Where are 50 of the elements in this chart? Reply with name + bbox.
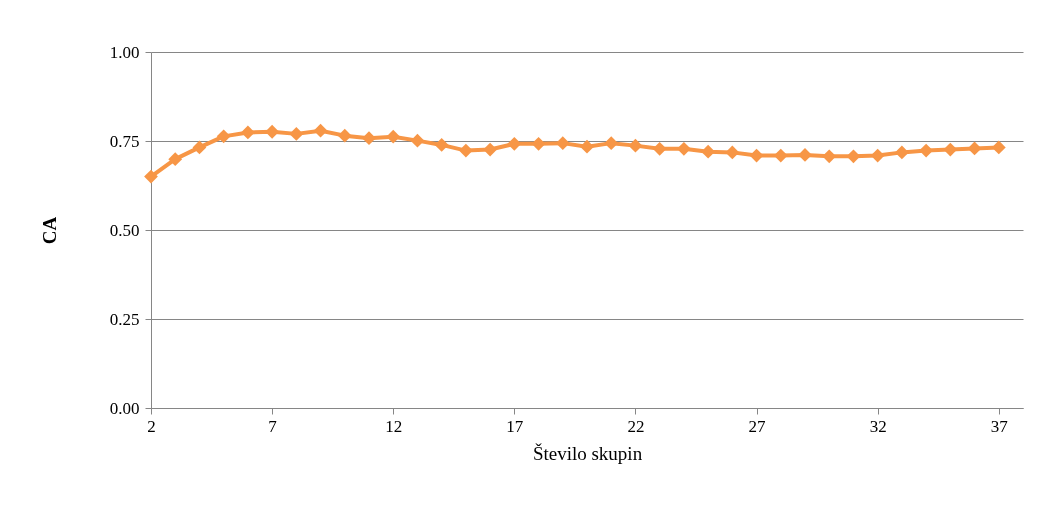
point bbox=[580, 139, 594, 154]
point bbox=[919, 143, 933, 158]
point bbox=[798, 147, 812, 162]
point bbox=[677, 141, 691, 156]
point bbox=[265, 124, 279, 139]
point bbox=[749, 148, 764, 163]
point bbox=[895, 145, 909, 160]
point bbox=[991, 140, 1006, 155]
y-tick-label: 1.00 bbox=[109, 42, 140, 62]
point bbox=[507, 136, 522, 151]
x-tick-label: 17 bbox=[506, 416, 524, 436]
x-tick-label: 22 bbox=[627, 416, 645, 436]
y-tick-label: 0.50 bbox=[109, 220, 140, 240]
point bbox=[289, 126, 304, 141]
point bbox=[144, 169, 158, 184]
y-tick-label: 0.25 bbox=[109, 309, 140, 329]
point bbox=[604, 136, 619, 151]
point bbox=[313, 123, 328, 138]
x-tick-label: 37 bbox=[990, 416, 1009, 436]
point bbox=[410, 133, 425, 148]
point bbox=[168, 152, 183, 167]
point bbox=[822, 149, 837, 164]
point bbox=[362, 131, 376, 146]
point bbox=[555, 136, 570, 151]
point bbox=[483, 142, 497, 157]
point bbox=[701, 144, 715, 159]
x-axis-title: Število skupin bbox=[532, 442, 643, 464]
x-tick-label: 32 bbox=[869, 416, 887, 436]
point bbox=[725, 145, 740, 160]
point bbox=[943, 142, 958, 157]
point bbox=[241, 125, 255, 140]
point bbox=[459, 143, 473, 158]
point bbox=[870, 148, 885, 163]
point bbox=[531, 136, 546, 151]
y-axis-title: CA bbox=[38, 216, 60, 245]
point bbox=[337, 128, 352, 143]
point bbox=[192, 140, 207, 155]
point bbox=[773, 148, 788, 163]
point bbox=[652, 141, 667, 156]
point bbox=[846, 149, 861, 164]
y-tick-label: 0.00 bbox=[109, 398, 140, 418]
x-tick-label: 2 bbox=[147, 416, 156, 436]
x-tick-label: 27 bbox=[748, 416, 767, 436]
point bbox=[628, 138, 643, 153]
y-tick-label: 0.75 bbox=[109, 131, 140, 151]
point bbox=[386, 129, 401, 144]
point bbox=[434, 138, 449, 152]
point bbox=[216, 129, 231, 144]
x-tick-label: 7 bbox=[268, 416, 278, 436]
x-tick-label: 12 bbox=[385, 416, 403, 436]
